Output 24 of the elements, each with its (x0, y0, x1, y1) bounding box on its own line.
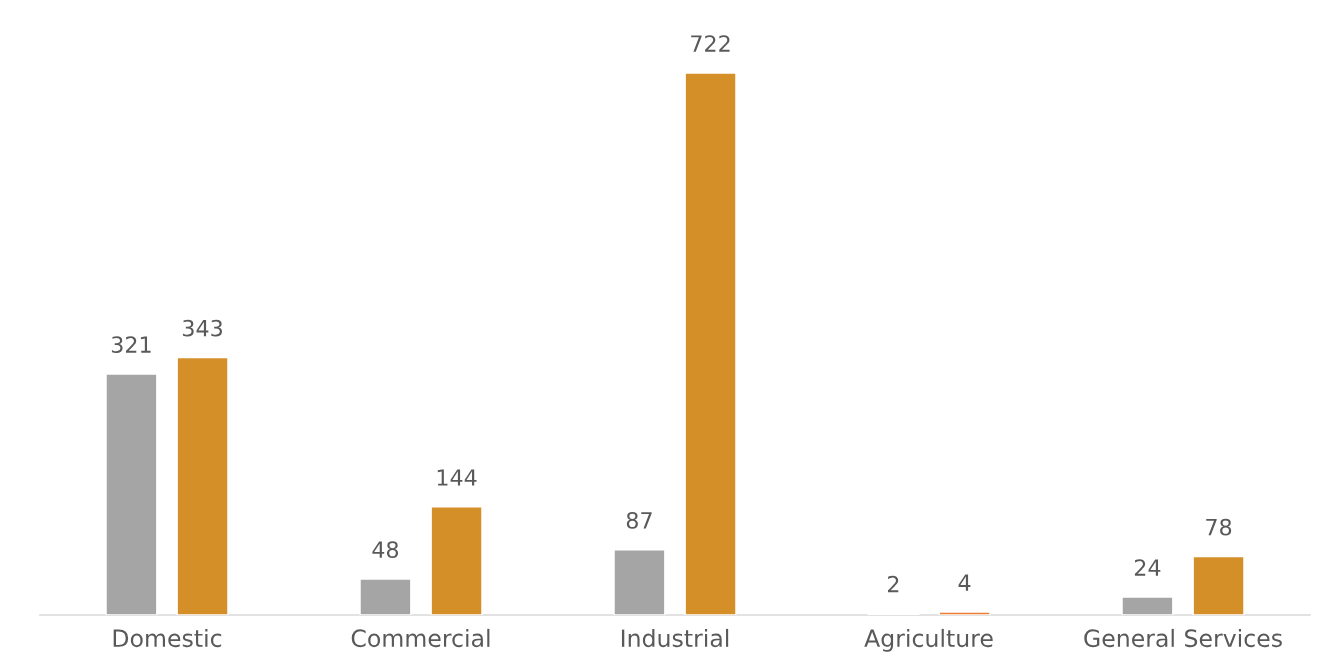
bar (938, 611, 991, 615)
data-label: 2 (888, 575, 899, 593)
x-tick-label: General Services (1084, 628, 1282, 648)
x-tick-label: Domestic (113, 628, 222, 648)
bar (430, 506, 483, 615)
bar (613, 548, 666, 615)
data-label: 321 (111, 336, 151, 354)
bar (176, 356, 229, 615)
data-label: 48 (372, 541, 399, 558)
bar (1192, 555, 1245, 615)
data-label: 4 (958, 574, 971, 591)
data-label: 343 (183, 319, 222, 337)
data-label: 78 (1206, 518, 1232, 536)
x-tick-label: Industrial (621, 628, 729, 648)
bar (684, 72, 737, 615)
x-tick-label: Agriculture (864, 628, 993, 652)
x-tick-label: Commercial (351, 628, 490, 648)
bar (105, 373, 158, 615)
bar (1121, 596, 1174, 615)
data-label: 722 (691, 35, 730, 52)
data-label: 24 (1134, 559, 1161, 576)
data-label: 87 (626, 511, 652, 529)
data-label: 144 (437, 469, 477, 486)
bar (359, 578, 412, 615)
